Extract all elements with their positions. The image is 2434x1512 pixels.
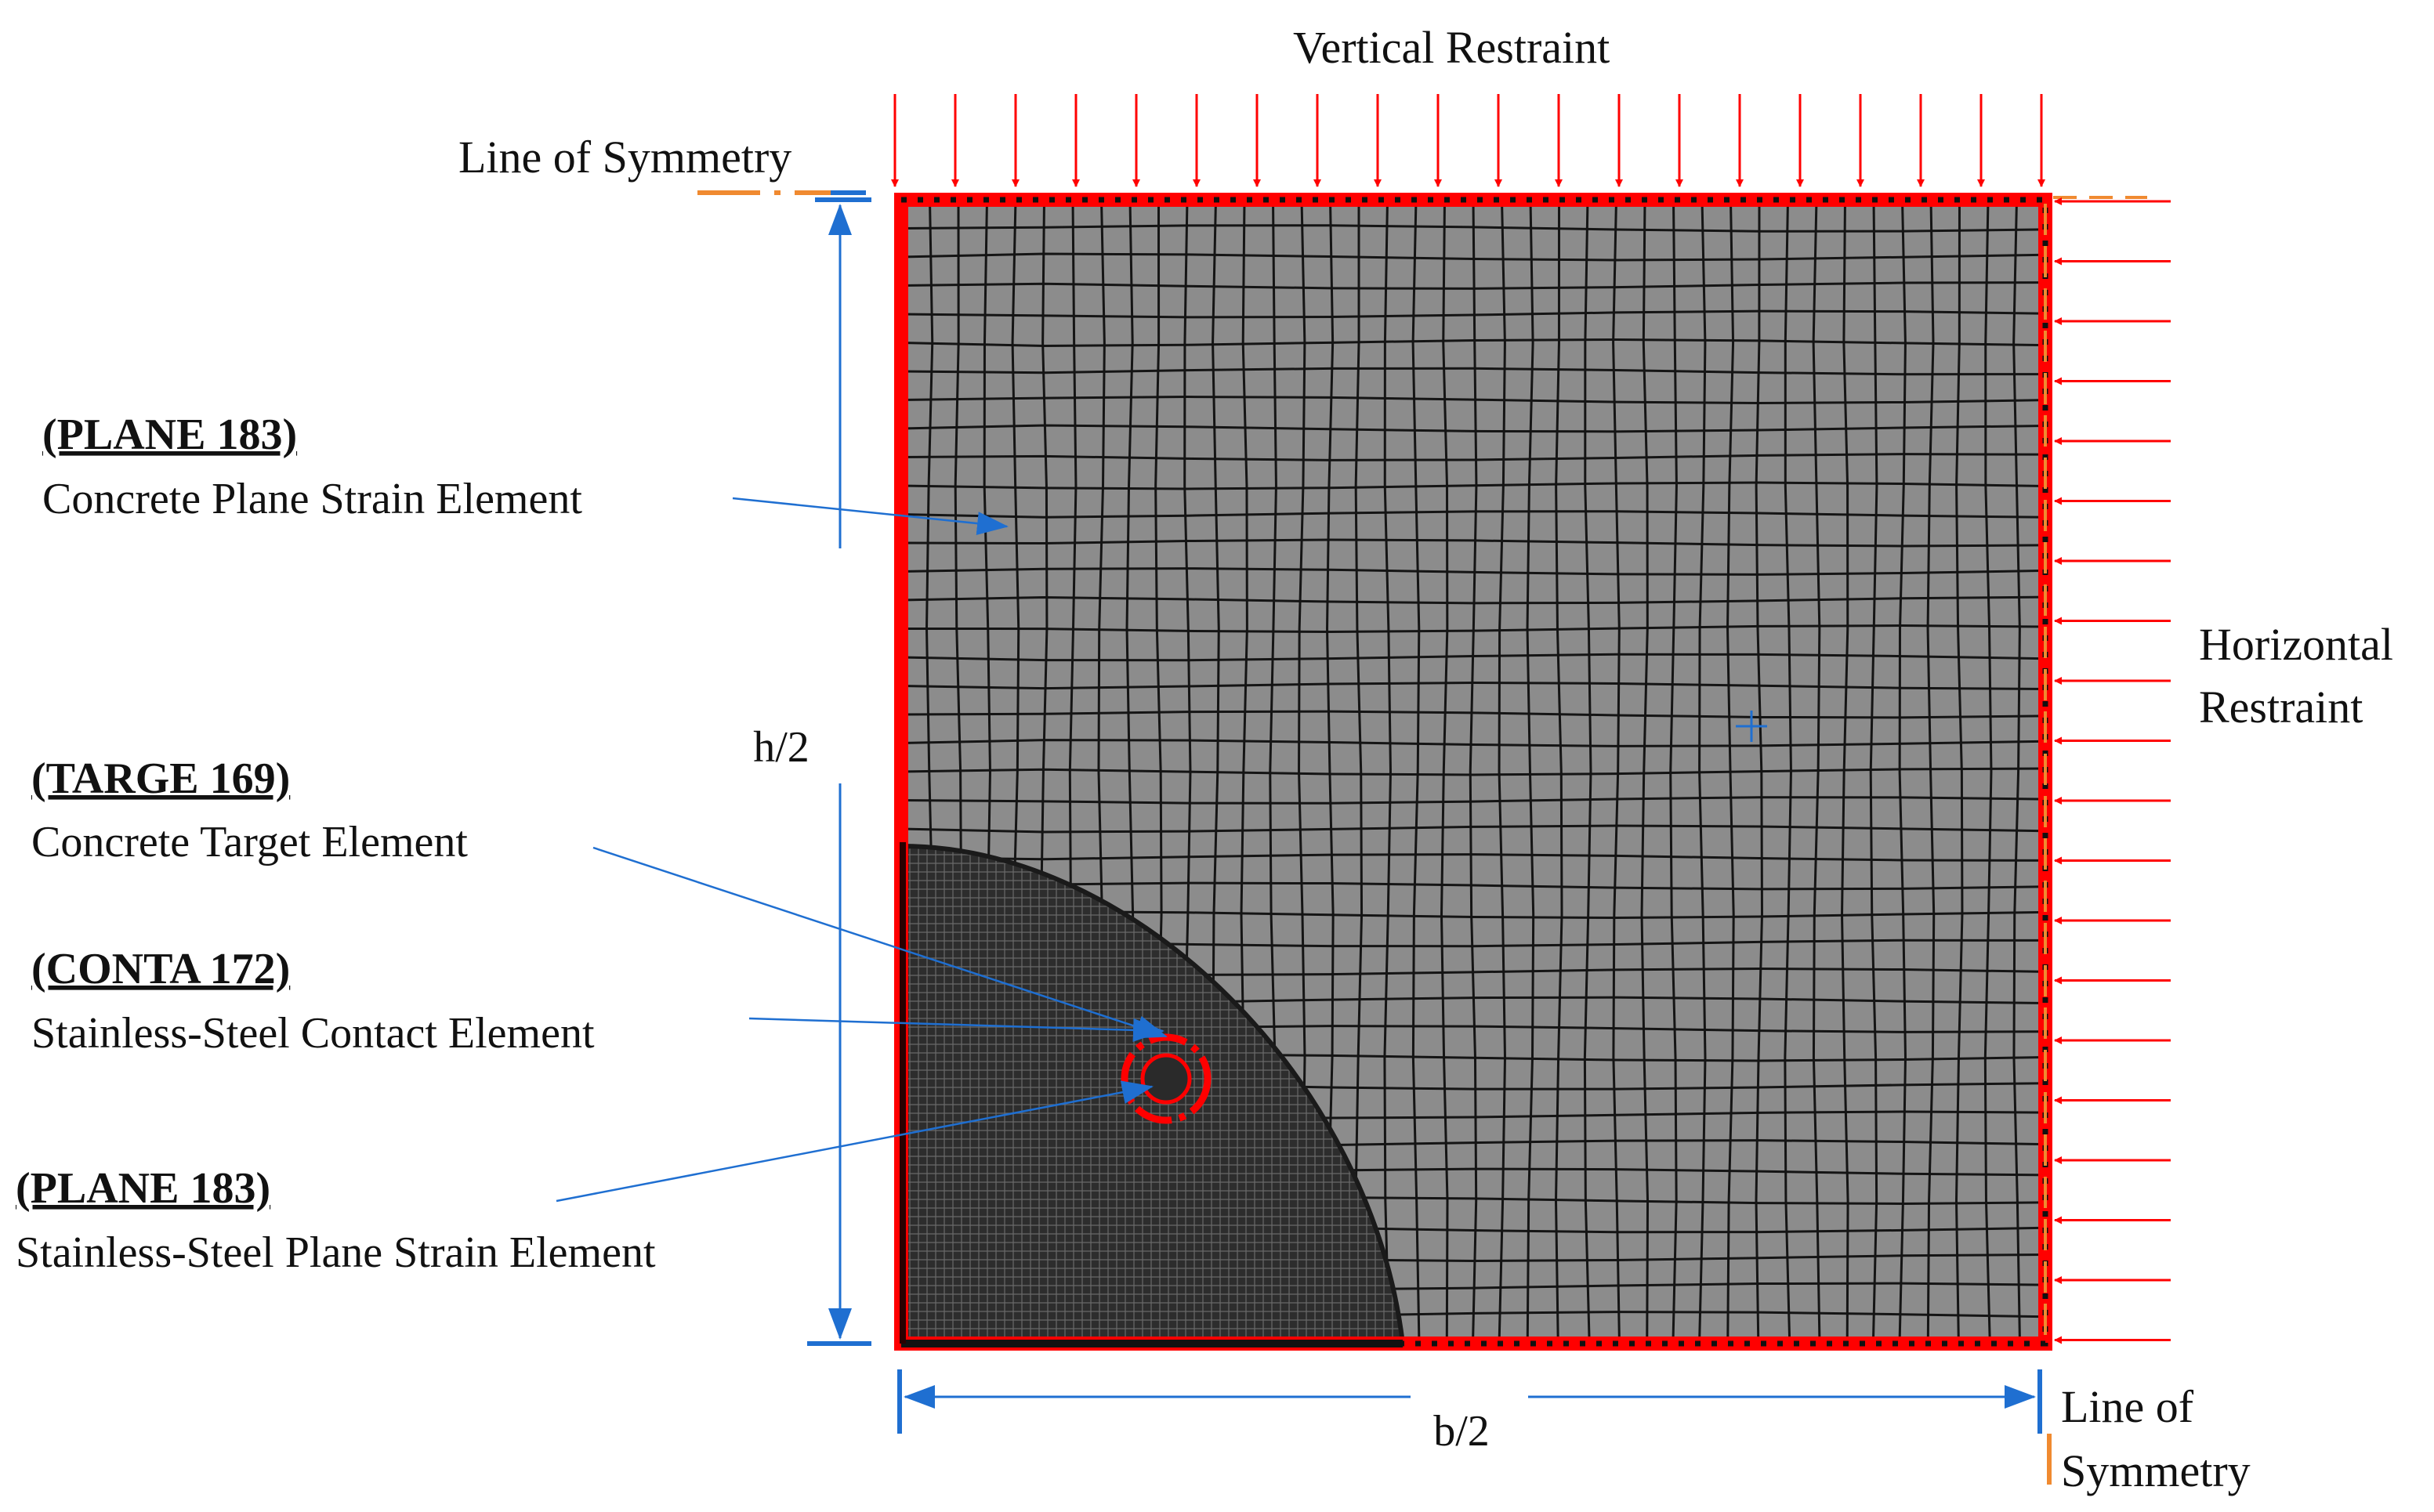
mesh-line-v xyxy=(1640,200,1650,1344)
mesh-line-h xyxy=(901,338,2045,347)
mesh-line-h xyxy=(901,739,2045,747)
leader-steel-plane xyxy=(556,1080,1154,1203)
mesh-line-h xyxy=(901,767,2045,776)
bottom-symmetry-label-2: Symmetry xyxy=(2061,1445,2251,1496)
leader-target xyxy=(592,846,1168,1039)
height-dimension-label: h/2 xyxy=(753,723,810,772)
vertical-restraint-arrows xyxy=(891,94,2045,187)
annotation-desc-concrete-plane: Concrete Plane Strain Element xyxy=(42,475,582,523)
horizontal-restraint-label-1: Horizontal xyxy=(2199,619,2393,670)
mesh-line-v xyxy=(1983,200,1993,1344)
mesh-line-v xyxy=(1898,200,1907,1344)
mesh-line-h xyxy=(901,396,2045,404)
mesh-line-v xyxy=(1440,200,1449,1344)
mesh-line-v xyxy=(1498,200,1507,1344)
mesh-line-h xyxy=(901,424,2045,433)
mesh-line-v xyxy=(1354,200,1364,1344)
mesh-line-h xyxy=(901,367,2045,376)
mesh-line-v xyxy=(1583,200,1592,1344)
annotation-desc-contact: Stainless-Steel Contact Element xyxy=(31,1009,595,1058)
mesh-line-v xyxy=(1554,200,1563,1344)
bottom-symmetry-label-1: Line of xyxy=(2061,1381,2194,1432)
vertical-restraint-label: Vertical Restraint xyxy=(1293,22,1610,73)
mesh-line-v xyxy=(1698,200,1707,1344)
leader-concrete-plane xyxy=(732,497,1009,536)
mesh-line-h xyxy=(901,510,2045,519)
mesh-line-v xyxy=(1926,200,1936,1344)
horizontal-restraint-arrows xyxy=(2054,197,2171,1344)
horizontal-restraint-label-2: Restraint xyxy=(2199,682,2363,732)
height-dimension xyxy=(807,197,871,1346)
steel-bar-core xyxy=(1140,1053,1192,1105)
mesh-line-v xyxy=(1526,200,1535,1344)
mesh-line-v xyxy=(1383,200,1392,1344)
mesh-line-v xyxy=(1755,200,1763,1344)
mesh-line-h xyxy=(901,796,2045,805)
annotation-code-contact: (CONTA 172) xyxy=(31,945,290,993)
mesh-line-h xyxy=(901,538,2045,548)
width-dimension-label: b/2 xyxy=(1433,1407,1490,1456)
annotation-code-concrete-plane: (PLANE 183) xyxy=(42,411,297,459)
mesh-line-v xyxy=(1841,200,1849,1344)
mesh-line-v xyxy=(1411,200,1421,1344)
mesh-line-h xyxy=(901,710,2045,719)
mesh-line-v xyxy=(1726,200,1735,1344)
mesh-line-v xyxy=(1954,200,1964,1344)
top-symmetry-label: Line of Symmetry xyxy=(458,132,791,183)
mesh-line-h xyxy=(901,881,2045,891)
annotation-code-steel-plane: (PLANE 183) xyxy=(16,1164,270,1213)
mesh-line-v xyxy=(1669,200,1678,1344)
annotation-leaders xyxy=(556,497,1168,1203)
width-dimension xyxy=(897,1369,2052,1485)
leader-contact xyxy=(748,1017,1164,1042)
mesh-line-v xyxy=(2012,200,2021,1344)
mesh-line-h xyxy=(901,853,2045,862)
mesh-line-v xyxy=(1784,200,1792,1344)
mesh-line-v xyxy=(1469,200,1478,1344)
mesh-line-h xyxy=(901,453,2045,461)
mesh-line-v xyxy=(1612,200,1621,1344)
mesh-transition-boundary xyxy=(900,844,1405,1344)
mesh-line-v xyxy=(1869,200,1878,1344)
mesh-line-h xyxy=(901,567,2045,576)
mesh-plate xyxy=(900,200,2045,1344)
annotation-desc-steel-plane: Stainless-Steel Plane Strain Element xyxy=(16,1228,656,1277)
mesh-line-h xyxy=(901,824,2045,834)
mesh-line-h xyxy=(901,481,2045,490)
mesh-line-v xyxy=(1812,200,1821,1344)
annotation-desc-target: Concrete Target Element xyxy=(31,818,468,866)
annotation-code-target: (TARGE 169) xyxy=(31,754,290,803)
origin-cross-icon xyxy=(1736,711,1767,742)
